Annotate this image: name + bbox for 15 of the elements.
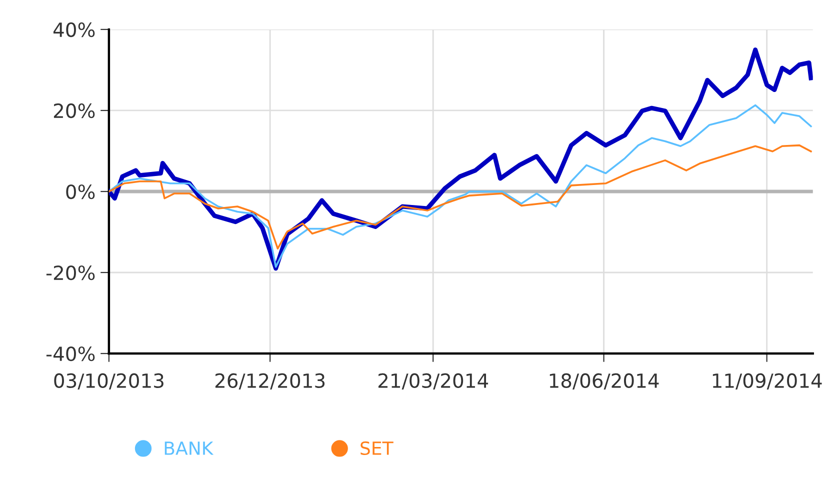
y-tick-label: 40% <box>53 22 95 38</box>
y-tick-label: -20% <box>46 265 95 280</box>
line-series <box>108 104 812 268</box>
x-tick-label: 26/12/2013 <box>215 373 325 390</box>
y-tick-label: 20% <box>54 103 95 118</box>
line-series <box>108 144 812 250</box>
legend-label: SET <box>360 441 394 456</box>
y-tick-label: 0% <box>66 184 95 200</box>
x-tick-label: 21/03/2014 <box>378 373 488 390</box>
x-tick-label: 03/10/2013 <box>54 373 164 390</box>
legend-label: BANK <box>164 442 214 455</box>
line-series <box>108 47 813 271</box>
y-tick-label: -40% <box>46 346 95 362</box>
x-tick-label: 18/06/2014 <box>550 373 659 390</box>
x-tick-label: 11/09/2014 <box>712 373 822 390</box>
